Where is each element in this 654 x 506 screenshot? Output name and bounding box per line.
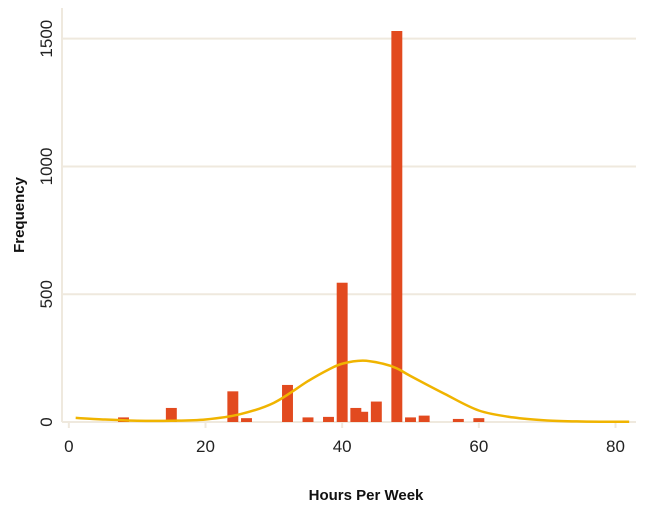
tick-labels: 0 20 40 60 80 0 500 1000 1500 — [37, 20, 625, 456]
histogram-bar — [323, 416, 334, 422]
axes — [61, 8, 636, 428]
density-curve — [75, 359, 630, 424]
x-tick-label: 20 — [196, 437, 215, 456]
y-tick-label: 500 — [37, 280, 56, 308]
histogram-bar — [391, 31, 403, 422]
density-curve-line — [75, 359, 630, 424]
grid-lines — [62, 37, 636, 296]
x-axis-title: Hours Per Week — [309, 487, 424, 504]
histogram-bar — [357, 411, 369, 422]
x-tick-label: 40 — [333, 437, 352, 456]
histogram-bar — [405, 417, 416, 422]
histogram-bar — [473, 418, 485, 422]
y-axis-title: Frequency — [11, 176, 28, 253]
y-tick-label: 1000 — [37, 148, 56, 186]
histogram-bar — [452, 418, 464, 422]
histogram-bar — [165, 407, 177, 422]
histogram-bar — [227, 391, 239, 422]
bars — [118, 31, 485, 422]
y-tick-label: 1500 — [37, 20, 56, 58]
histogram-bar — [370, 401, 382, 422]
histogram-bar — [336, 282, 348, 422]
histogram-bar — [350, 407, 362, 422]
x-tick-label: 60 — [469, 437, 488, 456]
histogram-bar — [302, 417, 314, 422]
histogram-bar — [282, 384, 293, 422]
histogram-bar — [418, 415, 430, 422]
histogram-bar — [241, 418, 252, 422]
y-tick-label: 0 — [37, 417, 56, 426]
x-tick-label: 80 — [606, 437, 625, 456]
x-tick-label: 0 — [64, 437, 73, 456]
